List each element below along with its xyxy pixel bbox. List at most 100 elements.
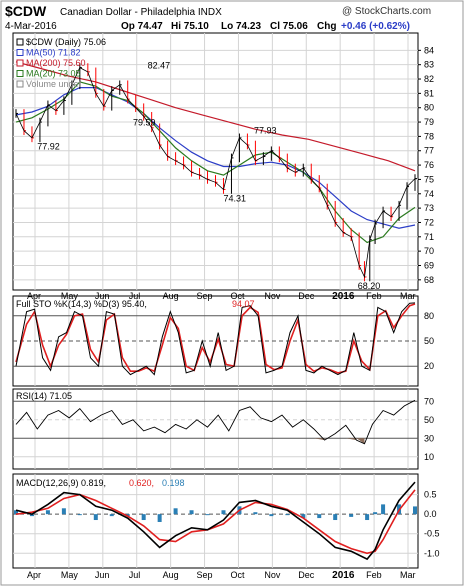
quote-date: 4-Mar-2016 <box>5 21 57 32</box>
quote-low: Lo 74.23 <box>221 21 261 32</box>
watermark: @ StockCharts.com <box>342 6 431 17</box>
price-tick-label: 82 <box>424 74 434 84</box>
macd-histogram-bar <box>365 514 370 521</box>
macd-tick-label: -1.0 <box>424 548 440 558</box>
price-line <box>15 67 416 279</box>
legend-entry: MA(50) 71.82 <box>26 48 81 58</box>
price-tick-label: 77 <box>424 146 434 156</box>
macd-histogram-bar <box>205 514 210 516</box>
sto-tick-label: 20 <box>424 361 434 371</box>
macd-histogram-bar <box>14 510 18 515</box>
legend-swatch <box>16 59 24 67</box>
rsi-tick-label: 30 <box>424 433 434 443</box>
sto-label-d: 94.07 <box>232 299 255 309</box>
price-tick-label: 83 <box>424 60 434 70</box>
x-tick-label: Sep <box>197 570 213 580</box>
x-tick-label: Feb <box>366 570 382 580</box>
price-tick-label: 78 <box>424 131 434 141</box>
quote-open: Op 74.47 <box>121 21 163 32</box>
price-tick-label: 80 <box>424 103 434 113</box>
symbol-title: $CDW <box>5 3 47 19</box>
x-tick-label: Aug <box>163 291 179 301</box>
price-tick-label: 84 <box>424 45 434 55</box>
x-tick-label: Nov <box>264 570 281 580</box>
rsi-oversold-fill <box>313 438 325 441</box>
instrument-name: Canadian Dollar - Philadelphia INDX <box>60 7 222 18</box>
legend-entry: Volume undef <box>26 79 82 89</box>
legend-entry: $CDW (Daily) 75.06 <box>26 37 106 47</box>
legend-swatch <box>16 80 24 88</box>
ma50-line <box>15 86 416 229</box>
price-tick-label: 72 <box>424 217 434 227</box>
sto-label: Full STO %K(14,3) %D(3) 95.40, <box>16 299 147 309</box>
rsi-tick-label: 50 <box>424 415 434 425</box>
macd-label-signal: 0.620, <box>129 478 154 488</box>
price-panel <box>12 32 419 291</box>
price-annotation: 79.59 <box>133 118 156 128</box>
rsi-tick-label: 70 <box>424 396 434 406</box>
price-tick-label: 81 <box>424 88 434 98</box>
macd-histogram-bar <box>221 510 226 515</box>
macd-histogram-bar <box>141 514 146 521</box>
macd-histogram-bar <box>373 512 378 515</box>
x-tick-label: Nov <box>264 291 281 301</box>
x-tick-label: May <box>61 570 79 580</box>
price-tick-label: 69 <box>424 260 434 270</box>
macd-histogram-bar <box>45 510 50 515</box>
macd-histogram-bar <box>77 514 82 516</box>
macd-histogram-bar <box>285 514 290 516</box>
macd-label-hist: 0.198 <box>162 478 185 488</box>
x-tick-label: Oct <box>230 570 245 580</box>
x-tick-label: 2016 <box>332 570 355 581</box>
rsi-tick-label: 10 <box>424 452 434 462</box>
macd-histogram-bar <box>349 514 354 517</box>
price-annotation: 82.47 <box>148 60 171 70</box>
price-tick-label: 71 <box>424 232 434 242</box>
legend-swatch <box>16 70 24 77</box>
price-tick-label: 68 <box>424 275 434 285</box>
price-tick-label: 74 <box>424 189 434 199</box>
x-tick-label: May <box>61 291 79 301</box>
x-tick-label: Sep <box>197 291 213 301</box>
x-tick-label: Jul <box>129 570 141 580</box>
x-tick-label: Aug <box>163 570 179 580</box>
macd-histogram-bar <box>269 514 274 517</box>
macd-histogram-bar <box>29 514 34 517</box>
x-tick-label: Feb <box>366 291 382 301</box>
sto-k-line <box>15 302 416 376</box>
legend-entry: MA(200) 75.60 <box>26 58 86 68</box>
sto-tick-label: 50 <box>424 336 434 346</box>
quote-change-label: Chg <box>317 21 336 32</box>
price-annotation: 77.93 <box>254 125 277 135</box>
macd-histogram-bar <box>333 514 338 521</box>
macd-signal-line <box>15 489 416 555</box>
macd-histogram-bar <box>189 510 194 515</box>
x-tick-label: Mar <box>400 291 416 301</box>
macd-histogram-bar <box>301 514 306 519</box>
price-tick-label: 76 <box>424 160 434 170</box>
macd-histogram-bar <box>93 514 98 521</box>
price-tick-label: 75 <box>424 174 434 184</box>
quote-high: Hi 75.10 <box>171 21 209 32</box>
macd-histogram-bar <box>157 514 162 522</box>
x-tick-label: Jun <box>95 570 110 580</box>
macd-histogram-bar <box>317 514 322 519</box>
macd-histogram-bar <box>125 514 130 517</box>
macd-histogram-bar <box>253 512 258 515</box>
macd-histogram-bar <box>173 508 178 515</box>
x-tick-label: Apr <box>27 291 41 301</box>
x-tick-label: Dec <box>298 291 315 301</box>
legend-swatch <box>16 49 24 56</box>
macd-label: MACD(12,26,9) 0.819, <box>16 478 106 488</box>
price-tick-label: 79 <box>424 117 434 127</box>
price-annotation: 74.31 <box>223 193 246 203</box>
x-tick-label: Apr <box>27 570 41 580</box>
rsi-oversold-fill <box>345 438 357 441</box>
x-tick-label: Jun <box>95 291 110 301</box>
x-tick-label: Mar <box>400 570 416 580</box>
macd-tick-label: 0.0 <box>424 509 437 519</box>
macd-histogram-bar <box>109 514 114 517</box>
rsi-line <box>15 399 416 445</box>
